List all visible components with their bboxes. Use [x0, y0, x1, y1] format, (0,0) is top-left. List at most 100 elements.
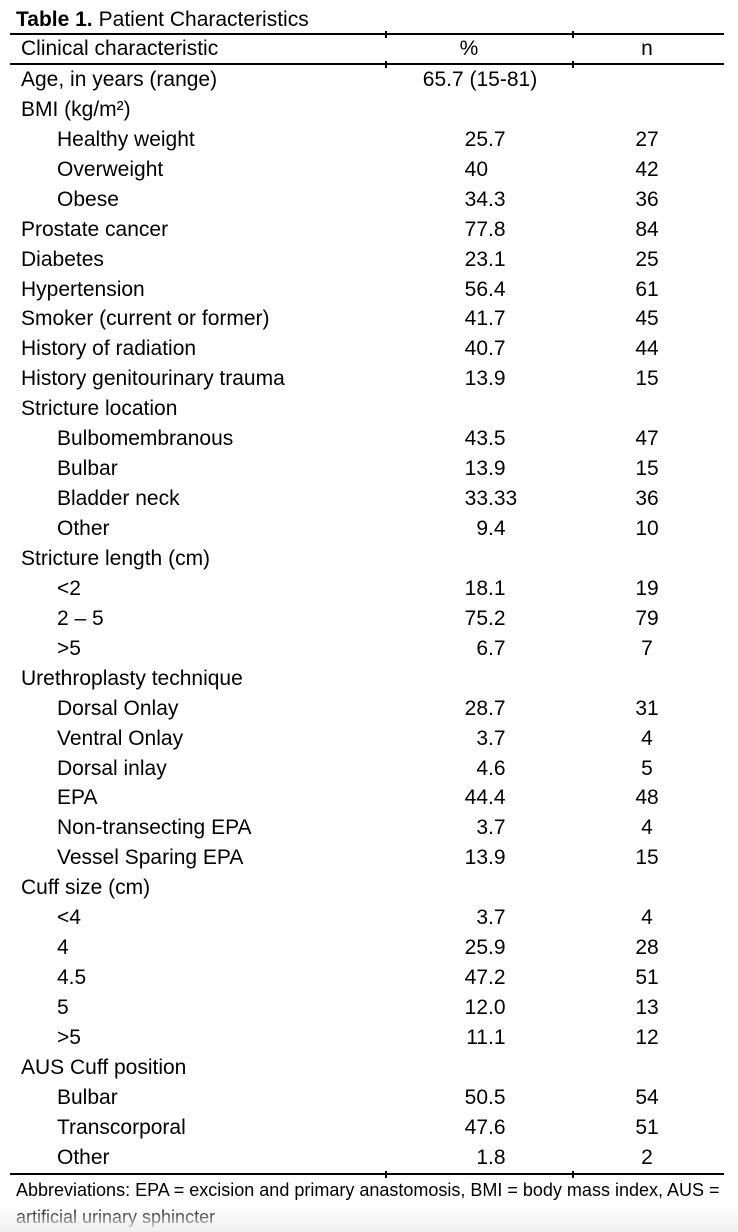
percent-fraction-part: .7 — [488, 816, 506, 840]
table-row: >5 6.7 7 — [0, 634, 738, 664]
row-percent-value: 3.7 — [387, 816, 573, 840]
row-label: Bulbomembranous — [57, 427, 234, 451]
percent-fraction-part: .9 — [488, 846, 506, 870]
row-label: History of radiation — [21, 337, 197, 361]
table-row: 2 – 5 75.2 79 — [0, 604, 738, 634]
table-row: BMI (kg/m²) — [0, 95, 738, 125]
table-number: Table 1. — [16, 8, 93, 31]
table-row: 4 25.9 28 — [0, 933, 738, 963]
row-label: >5 — [57, 1025, 81, 1049]
row-label: 5 — [57, 996, 69, 1020]
percent-fraction-part: .4 — [488, 786, 506, 810]
percent-fraction-part: .33 — [488, 487, 518, 511]
row-count-value: 5 — [641, 756, 653, 780]
row-percent-value: 13.9 — [387, 367, 573, 391]
row-label: Transcorporal — [57, 1115, 186, 1139]
percent-fraction-part: .7 — [488, 307, 506, 331]
percent-integer-part: 4 — [476, 756, 488, 780]
percent-integer-part: 3 — [476, 816, 488, 840]
row-count-value: 42 — [635, 157, 659, 181]
percent-fraction-part: .0 — [488, 996, 506, 1020]
abbreviations-footnote: Abbreviations: EPA = excision and primar… — [16, 1180, 720, 1227]
table-row: Non-transecting EPA 3.7 4 — [0, 813, 738, 843]
row-percent-value: 47.6 — [387, 1116, 573, 1140]
row-percent-value: 18.1 — [387, 577, 573, 601]
row-label: >5 — [57, 636, 81, 660]
row-label: Ventral Onlay — [57, 726, 184, 750]
row-percent-value: 23.1 — [387, 248, 573, 272]
percent-integer-part: 9 — [476, 517, 488, 541]
row-percent-value: 3.7 — [387, 727, 573, 751]
row-count-value: 36 — [635, 187, 659, 211]
row-label: Urethroplasty technique — [21, 666, 243, 690]
percent-fraction-part: .5 — [488, 1085, 506, 1109]
row-label: Smoker (current or former) — [21, 307, 270, 331]
row-count-value: 15 — [635, 846, 659, 870]
table-row: Overweight 40 42 — [0, 155, 738, 185]
row-label: AUS Cuff position — [21, 1055, 187, 1079]
percent-fraction-part: .7 — [488, 127, 506, 151]
column-tick — [572, 1171, 574, 1178]
row-label: History genitourinary trauma — [21, 367, 285, 391]
percent-integer-part: 3 — [476, 726, 488, 750]
row-count-value: 31 — [635, 696, 659, 720]
percent-fraction-part: .9 — [488, 457, 506, 481]
percent-integer-part: 43 — [464, 427, 488, 451]
percent-integer-part: 41 — [464, 307, 488, 331]
row-count-value: 47 — [635, 427, 659, 451]
row-label: Stricture location — [21, 397, 178, 421]
row-percent-value: 13.9 — [387, 846, 573, 870]
row-percent-value: 6.7 — [387, 637, 573, 661]
percent-fraction-part: .4 — [488, 517, 506, 541]
percent-integer-part: 28 — [464, 696, 488, 720]
row-percent-value: 28.7 — [387, 697, 573, 721]
percent-fraction-part: .2 — [488, 966, 506, 990]
table-title: Table 1. Patient Characteristics — [16, 7, 309, 32]
table-row: >5 11.1 12 — [0, 1023, 738, 1053]
row-count-value: 15 — [635, 367, 659, 391]
row-percent-value: 56.4 — [387, 278, 573, 302]
table-row: Stricture length (cm) — [0, 544, 738, 574]
row-percent-value: 65.7 (15-81) — [422, 67, 538, 91]
row-label: 2 – 5 — [57, 606, 104, 630]
row-count-value: 84 — [635, 217, 659, 241]
percent-fraction-part: .7 — [488, 337, 506, 361]
row-count-value: 48 — [635, 786, 659, 810]
percent-integer-part: 23 — [464, 247, 488, 271]
row-label: EPA — [57, 786, 98, 810]
row-label: <2 — [57, 576, 81, 600]
percent-integer-part: 3 — [476, 906, 488, 930]
percent-integer-part: 77 — [464, 217, 488, 241]
row-count-value: 61 — [635, 277, 659, 301]
row-percent-value: 47.2 — [387, 966, 573, 990]
percent-fraction-part: .3 — [488, 187, 506, 211]
row-label: Bulbar — [57, 1085, 118, 1109]
percent-integer-part: 11 — [466, 1025, 488, 1049]
table-row: Cuff size (cm) — [0, 873, 738, 903]
percent-integer-part: 33 — [464, 487, 488, 511]
table-row: <4 3.7 4 — [0, 903, 738, 933]
divider-header — [10, 61, 724, 68]
row-label: 4.5 — [57, 966, 87, 990]
percent-fraction-part: .2 — [488, 606, 506, 630]
table-row: Dorsal Onlay 28.7 31 — [0, 694, 738, 724]
percent-fraction-part: .9 — [488, 936, 506, 960]
percent-fraction-part: .6 — [488, 756, 506, 780]
table-row: 5 12.0 13 — [0, 993, 738, 1023]
percent-integer-part: 13 — [464, 846, 488, 870]
row-percent-value: 25.9 — [387, 936, 573, 960]
table-row: Healthy weight 25.7 27 — [0, 125, 738, 155]
row-label: Non-transecting EPA — [57, 816, 252, 840]
row-percent-value: 12.0 — [387, 996, 573, 1020]
row-percent-value: 41.7 — [387, 307, 573, 331]
percent-fraction-part: .5 — [488, 427, 506, 451]
column-tick — [385, 31, 387, 38]
row-label: BMI (kg/m²) — [21, 97, 131, 121]
column-tick — [385, 61, 387, 68]
percent-fraction-part: .8 — [488, 217, 506, 241]
row-count-value: 36 — [635, 487, 659, 511]
row-count-value: 45 — [635, 307, 659, 331]
row-percent-value: 50.5 — [387, 1086, 573, 1110]
row-label: Other — [57, 517, 110, 541]
header-clinical-characteristic: Clinical characteristic — [21, 37, 219, 60]
